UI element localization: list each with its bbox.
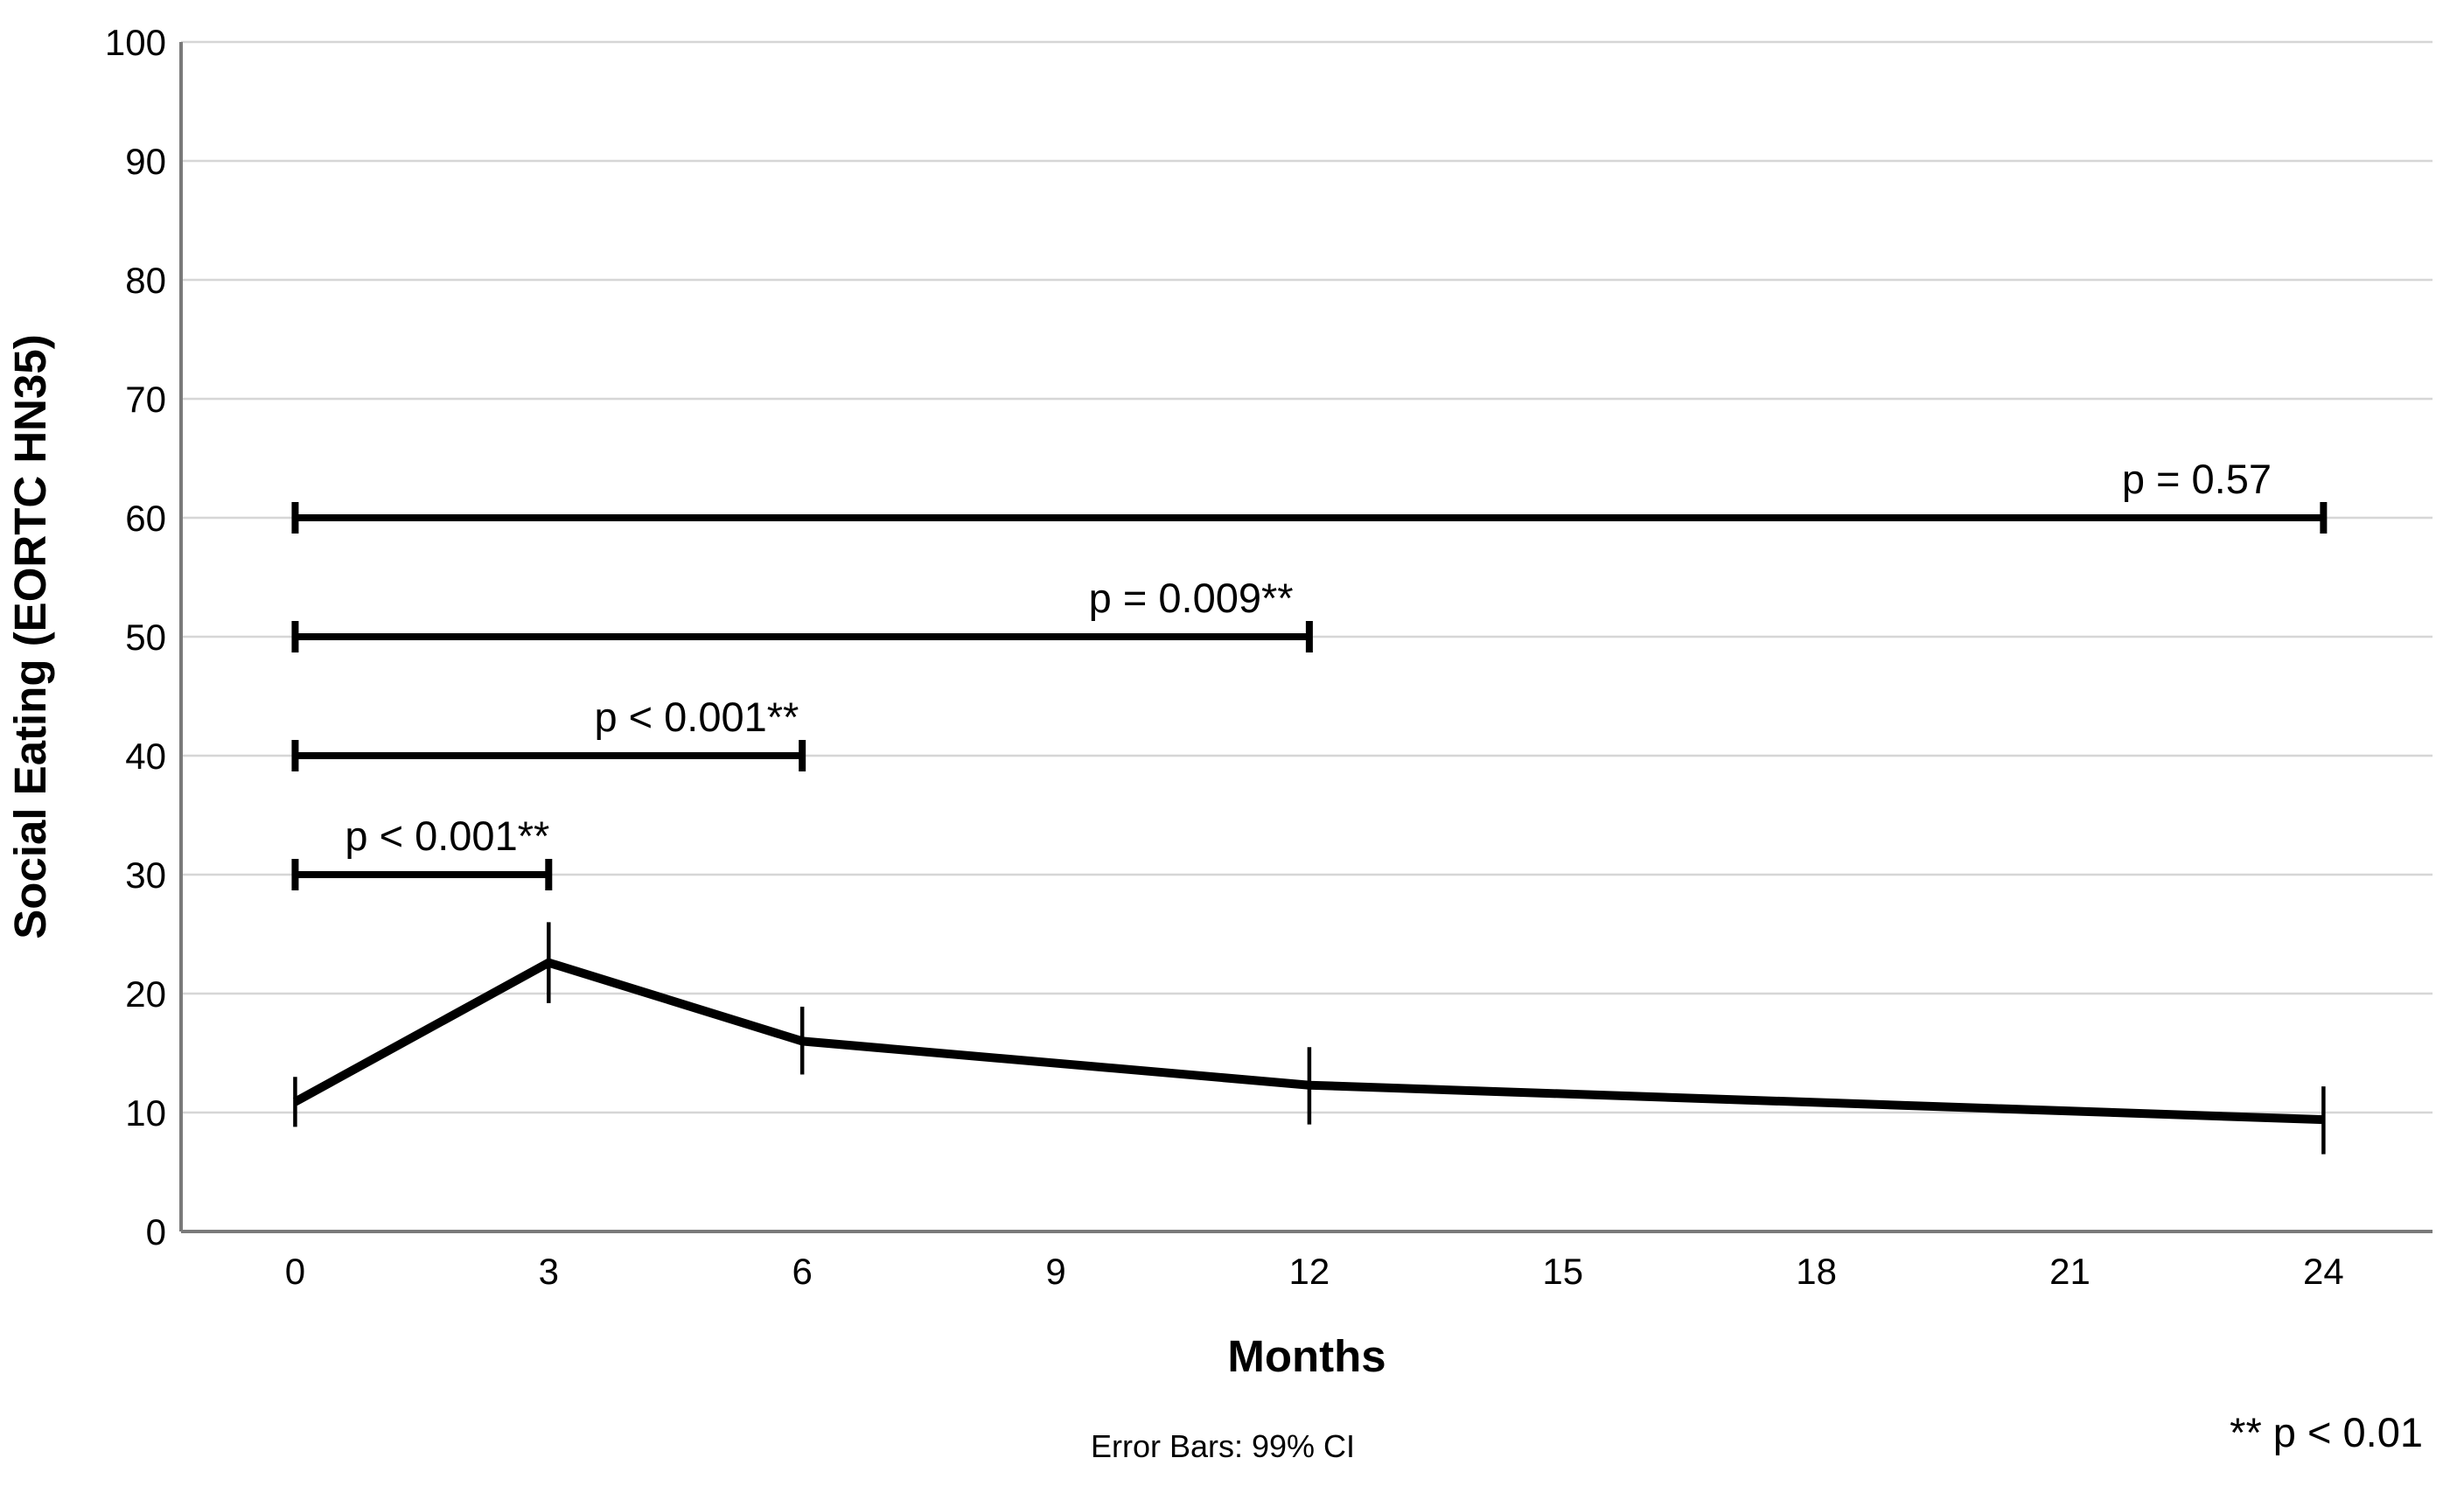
y-tick-label-70: 70 [125,379,166,420]
y-tick-label-20: 20 [125,973,166,1015]
x-tick-label-15: 15 [1542,1251,1583,1292]
y-axis-title: Social Eating (EORTC HN35) [5,334,55,938]
y-tick-label-50: 50 [125,617,166,658]
error-bars-layer [293,922,2326,1155]
series-layer [293,958,2324,1125]
x-tick-label-12: 12 [1289,1251,1330,1292]
p-value-label: p = 0.009** [1089,575,1294,621]
y-tick-label-40: 40 [125,736,166,777]
y-tick-label-80: 80 [125,260,166,301]
y-tick-label-10: 10 [125,1092,166,1134]
x-tick-label-6: 6 [792,1251,812,1292]
x-tick-label-21: 21 [2049,1251,2091,1292]
x-tick-labels: 0 3 6 9 12 15 18 21 24 [285,1251,2344,1292]
axes-layer [179,42,2433,1233]
gridlines-layer [181,40,2433,1114]
y-tick-label-0: 0 [146,1211,166,1252]
p-value-label: p < 0.001** [594,694,799,740]
error-bars-footnote: Error Bars: 99% CI [1091,1428,1355,1464]
p-value-label: p = 0.57 [2122,456,2272,502]
series-line [293,958,2324,1125]
x-tick-label-3: 3 [539,1251,559,1292]
x-tick-label-18: 18 [1796,1251,1837,1292]
y-tick-label-90: 90 [125,141,166,182]
x-axis-title: Months [1227,1331,1386,1381]
x-tick-label-9: 9 [1045,1251,1065,1292]
significance-bracket-0-12: p = 0.009** [291,575,1313,652]
p-value-label: p < 0.001** [345,813,549,859]
significance-brackets-layer: p < 0.001** p < 0.001** p = 0.009** p = 0.5… [291,456,2328,890]
y-tick-labels: 0 10 20 30 40 50 60 70 80 90 100 [105,22,166,1252]
significance-bracket-0-3: p < 0.001** [291,813,553,890]
x-tick-label-0: 0 [285,1251,305,1292]
significance-footnote: ** p < 0.01 [2230,1409,2423,1455]
y-tick-label-100: 100 [105,22,166,63]
significance-bracket-0-6: p < 0.001** [291,694,806,771]
significance-bracket-0-24: p = 0.57 [291,456,2328,534]
y-tick-label-30: 30 [125,855,166,896]
x-tick-label-24: 24 [2303,1251,2344,1292]
y-tick-label-60: 60 [125,498,166,539]
